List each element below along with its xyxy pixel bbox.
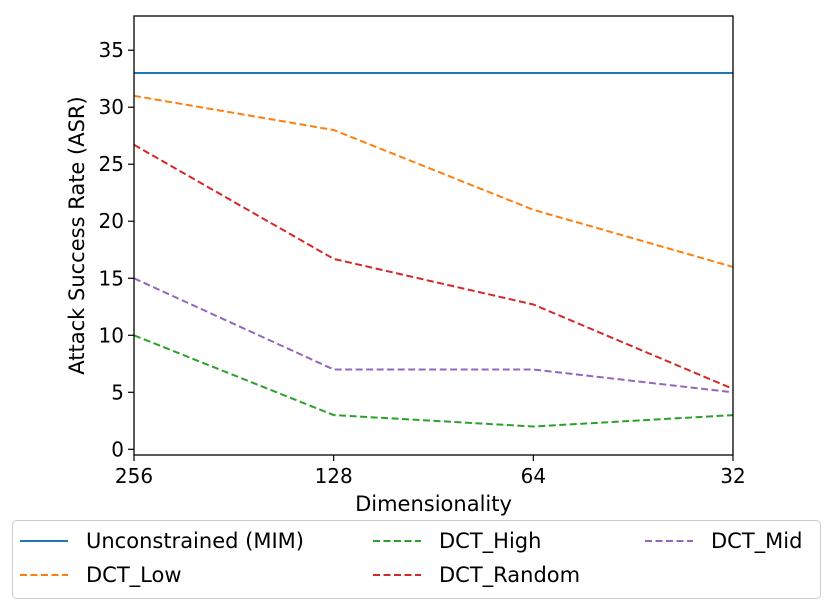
y-axis-ticks: 0 5 10 15 20 25 30 35 [99,38,134,461]
y-tick-label: 30 [99,95,124,119]
y-tick-label: 10 [99,323,124,347]
x-axis-ticks: 256 128 64 32 [115,455,746,488]
y-tick-label: 20 [99,209,124,233]
series-line-dct-low [133,94,734,268]
x-tick-label: 32 [720,464,745,488]
series-line-dct-mid [133,277,734,394]
x-tick-label: 256 [115,464,153,488]
y-tick-label: 5 [111,380,124,404]
y-tick-label: 15 [99,266,124,290]
legend: Unconstrained (MIM) DCT_Low DCT_High DCT_Ra… [12,520,821,599]
y-tick-label: 25 [99,152,124,176]
legend-box [12,520,821,599]
plot-frame [133,15,734,456]
legend-label: DCT_Random [439,563,580,588]
x-tick-label: 128 [315,464,353,488]
plot-lines [133,72,734,428]
y-axis-label: Attack Success Rate (ASR) [65,96,89,374]
x-tick-label: 64 [521,464,546,488]
legend-label: DCT_Low [86,563,182,588]
series-line-dct-random [133,143,734,390]
legend-label: DCT_Mid [711,529,802,554]
series-line-dct-high [133,334,734,428]
legend-label: DCT_High [439,529,541,554]
y-tick-label: 35 [99,38,124,62]
y-tick-label: 0 [111,437,124,461]
legend-label: Unconstrained (MIM) [86,529,304,553]
x-axis-label: Dimensionality [355,492,512,516]
